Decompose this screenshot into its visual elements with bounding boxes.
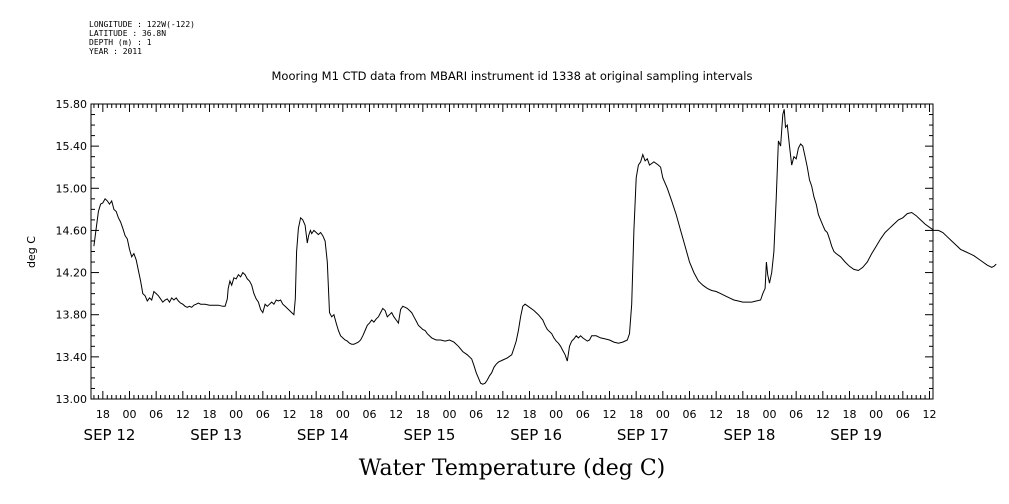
x-day-label: SEP 18 (724, 426, 776, 444)
x-axis: 18 00 06 12 18 00 06 12 18 00 06 12 18 00 06 12 18 00 06 12… (84, 104, 937, 444)
x-day-label: SEP 15 (404, 426, 456, 444)
y-tick-label: 14.20 (56, 267, 88, 280)
x-hour-label: 18 (843, 408, 857, 421)
x-day-label: SEP 19 (830, 426, 882, 444)
x-hour-label: 00 (549, 408, 563, 421)
x-axis-label: Water Temperature (deg C) (359, 456, 666, 481)
x-hour-label: 12 (816, 408, 830, 421)
year-label: YEAR : 2011 (89, 47, 142, 56)
x-hour-label: 06 (363, 408, 377, 421)
x-hour-label: 00 (656, 408, 670, 421)
x-hour-label: 12 (176, 408, 190, 421)
x-day-label: SEP 13 (190, 426, 242, 444)
x-hour-label: 00 (869, 408, 883, 421)
x-hour-label: 06 (896, 408, 910, 421)
x-hour-label: 18 (309, 408, 323, 421)
y-tick-label: 15.40 (56, 140, 88, 153)
longitude-label: LONGITUDE : 122W(-122) (89, 20, 195, 29)
chart-title: Mooring M1 CTD data from MBARI instrumen… (272, 69, 753, 83)
x-hour-label: 00 (229, 408, 243, 421)
y-axis: 13.00 13.40 13.80 14.20 14.60 15.00 15.40 15.80 (56, 98, 933, 406)
y-tick-label: 15.00 (56, 182, 88, 195)
y-tick-label: 13.40 (56, 351, 88, 364)
x-hour-label: 12 (496, 408, 510, 421)
x-hour-label: 18 (629, 408, 643, 421)
x-hour-label: 06 (469, 408, 483, 421)
x-day-label: SEP 14 (297, 426, 349, 444)
x-hour-label: 12 (709, 408, 723, 421)
y-tick-label: 13.80 (56, 309, 88, 322)
x-hour-label: 18 (416, 408, 430, 421)
y-axis-label: deg C (25, 236, 38, 268)
x-hour-label: 06 (789, 408, 803, 421)
x-hour-label: 18 (96, 408, 110, 421)
x-hour-label: 00 (763, 408, 777, 421)
x-day-label: SEP 12 (84, 426, 136, 444)
x-hour-label: 18 (523, 408, 537, 421)
x-hour-label: 18 (736, 408, 750, 421)
latitude-label: LATITUDE : 36.8N (89, 29, 167, 38)
x-hour-label: 06 (576, 408, 590, 421)
y-tick-label: 13.00 (56, 393, 88, 406)
x-hour-label: 06 (683, 408, 697, 421)
depth-label: DEPTH (m) : 1 (89, 38, 152, 47)
x-day-label: SEP 17 (617, 426, 669, 444)
metadata-block: LONGITUDE : 122W(-122) LATITUDE : 36.8N … (89, 20, 195, 56)
y-tick-label: 14.60 (56, 224, 88, 237)
x-hour-label: 06 (149, 408, 163, 421)
x-day-label: SEP 16 (510, 426, 562, 444)
x-hour-label: 12 (923, 408, 937, 421)
x-hour-label: 06 (256, 408, 270, 421)
x-hour-label: 12 (283, 408, 297, 421)
x-hour-label: 00 (336, 408, 350, 421)
temperature-series-line (93, 109, 997, 385)
x-hour-label: 12 (389, 408, 403, 421)
y-tick-label: 15.80 (56, 98, 88, 111)
x-hour-label: 00 (123, 408, 137, 421)
x-hour-label: 18 (203, 408, 217, 421)
x-hour-label: 12 (603, 408, 617, 421)
x-hour-label: 00 (443, 408, 457, 421)
